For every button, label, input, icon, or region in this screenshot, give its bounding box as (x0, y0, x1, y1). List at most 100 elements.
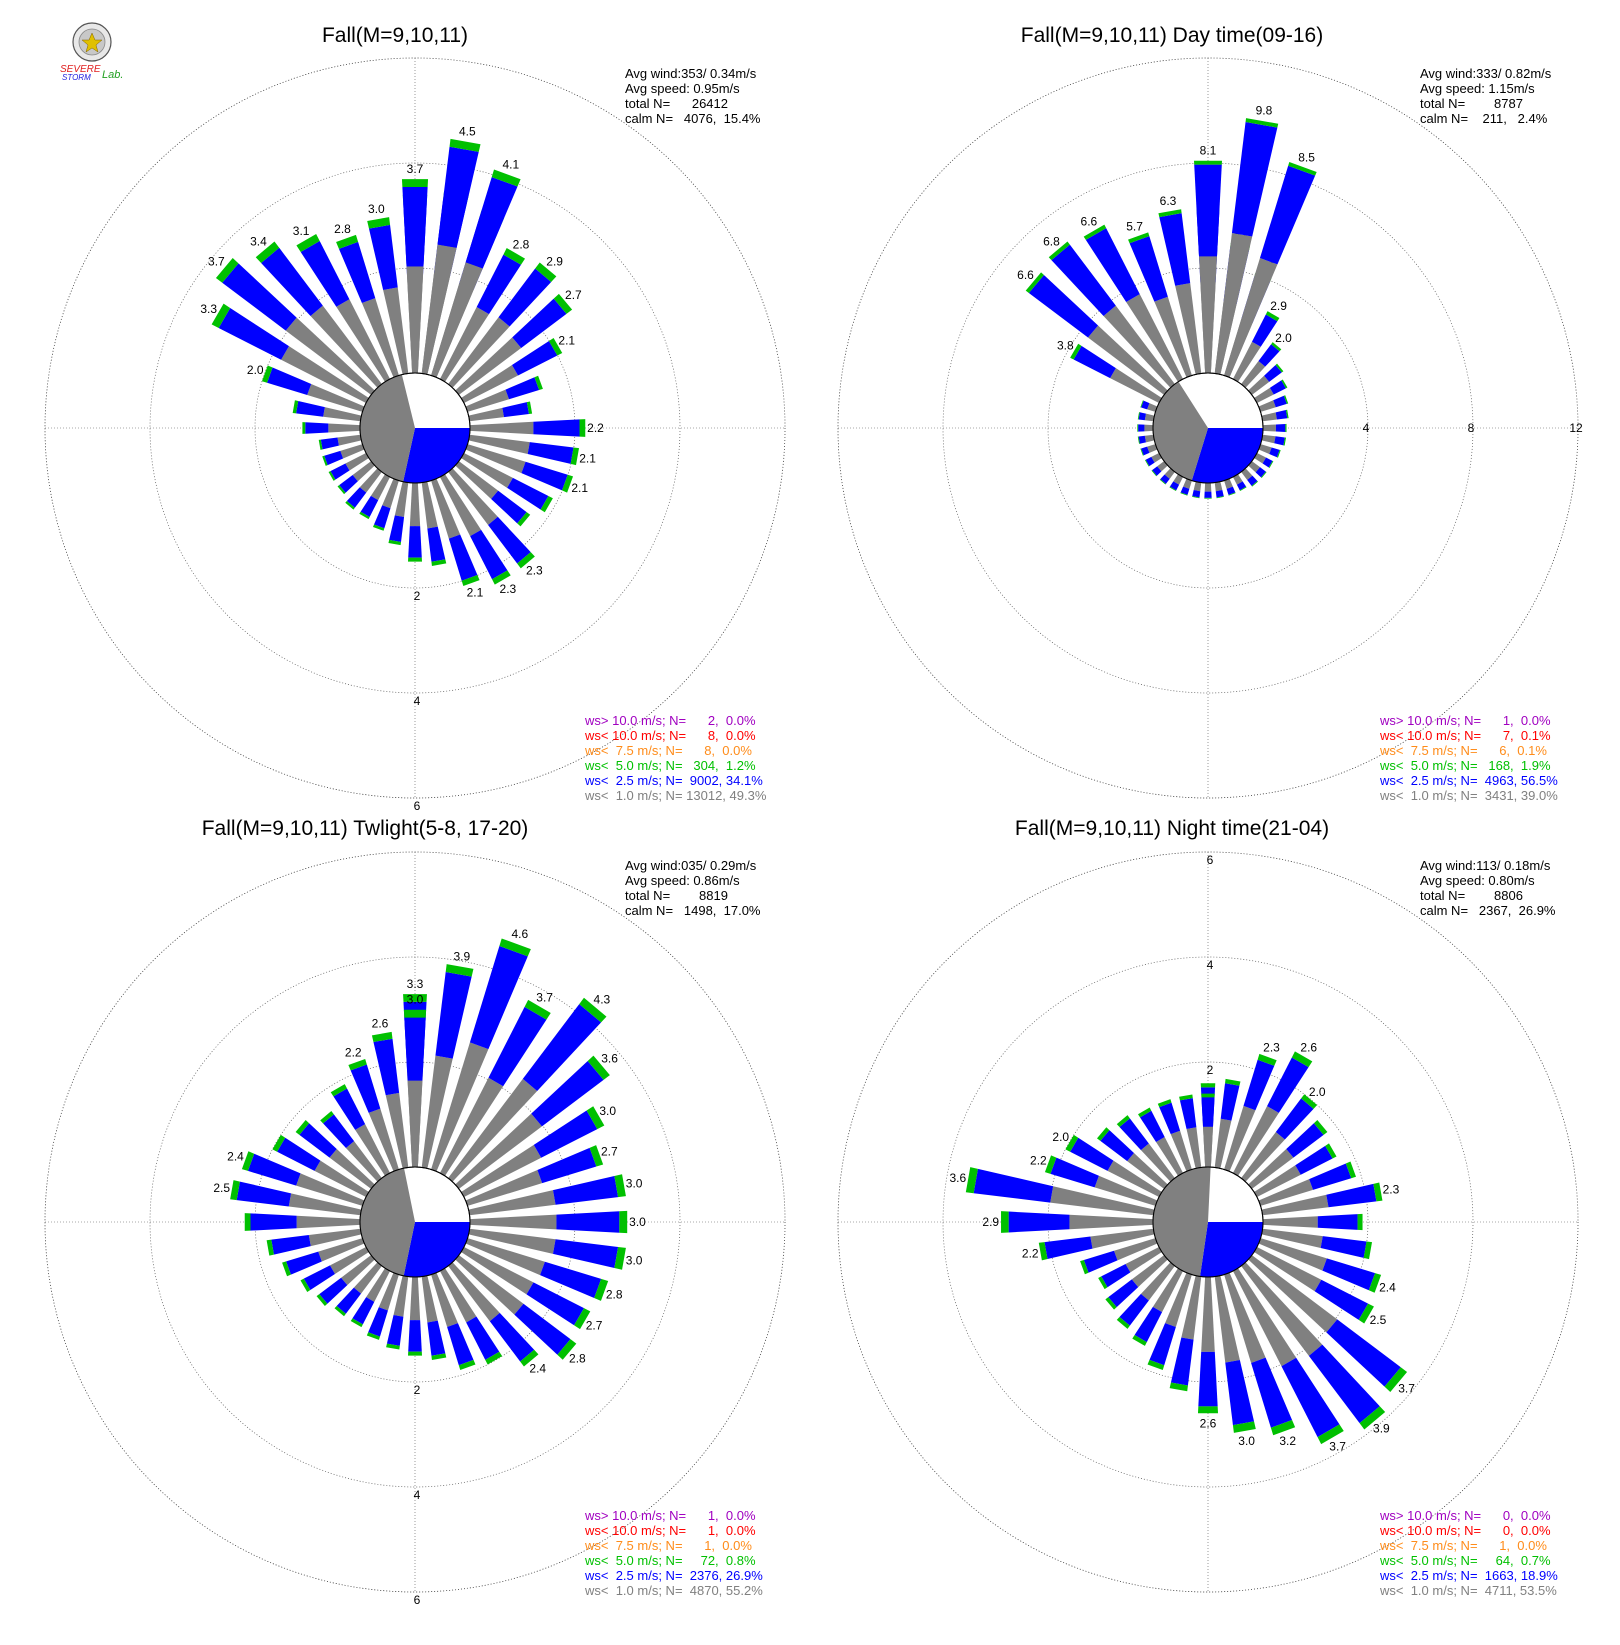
bar-blue-segment (1309, 1163, 1352, 1190)
bar-blue-segment (368, 224, 398, 291)
bar-gray-segment (1203, 1126, 1213, 1168)
ring-label: 4 (414, 694, 421, 708)
bar-green-segment (266, 1239, 274, 1256)
bar-gray-segment (1107, 1160, 1162, 1198)
bar-value-label: 4.3 (594, 992, 611, 1006)
bar-value-label: 3.3 (407, 977, 424, 991)
legend-lt10: ws< 10.0 m/s; N= 7, 0.1% (1379, 728, 1551, 743)
bar-gray-segment (439, 474, 482, 537)
bar-green-segment (1048, 241, 1070, 261)
bar-gray-segment (431, 1042, 489, 1172)
bar-gray-segment (1156, 1136, 1184, 1176)
bar-value-label: 2.5 (1370, 1313, 1387, 1327)
bar-blue-segment (973, 1168, 1054, 1203)
bar-green-segment (403, 1009, 427, 1018)
bar-blue-segment (1159, 213, 1191, 286)
bar-gray-segment (318, 1238, 365, 1262)
bar-gray-segment (1050, 1186, 1155, 1216)
legend-lt1: ws< 1.0 m/s; N= 4870, 55.2% (584, 1583, 763, 1598)
bar-blue-segment (1119, 1118, 1149, 1151)
bar-gray-segment (1248, 1149, 1294, 1189)
bar-blue-segment (526, 1282, 584, 1326)
bar-green-segment (230, 1180, 240, 1201)
bar-green-segment (1257, 1053, 1277, 1066)
bar-gray-segment (448, 1262, 500, 1322)
bar-value-label: 2.8 (569, 1351, 586, 1365)
bar-blue-segment (300, 241, 350, 307)
bar-value-label: 2.9 (1270, 299, 1287, 313)
bar-green-segment (318, 439, 323, 450)
bar-gray-segment (455, 1255, 524, 1315)
bar-blue-segment (1225, 1359, 1255, 1426)
bar-gray-segment (359, 468, 382, 493)
bar-green-segment (367, 217, 391, 229)
bar-gray-segment (431, 478, 461, 539)
bar-green-segment (965, 1167, 978, 1194)
bar-green-segment (1116, 1115, 1130, 1128)
bar-gray-segment (469, 1214, 557, 1230)
bar-green-segment (589, 1145, 604, 1167)
bar-value-label: 2.2 (345, 1045, 362, 1059)
bar-gray-segment (448, 1078, 538, 1182)
bar-blue-segment (552, 1175, 619, 1205)
calm-outline (1152, 372, 1264, 484)
bar-blue-segment (437, 146, 479, 248)
bar-blue-segment (1258, 344, 1280, 367)
bar-blue-segment (1138, 412, 1146, 421)
bar-green-segment (282, 1261, 291, 1277)
bar-green-segment (1025, 272, 1044, 294)
bar-blue-segment (336, 1287, 362, 1314)
bar-gray-segment (461, 1144, 542, 1198)
bar-blue-segment (1101, 1264, 1131, 1288)
bar-value-label: 3.9 (453, 949, 470, 963)
bar-value-label: 3.9 (1373, 1422, 1390, 1436)
bar-gray-segment (406, 266, 424, 374)
bar-value-label: 8.1 (1200, 143, 1217, 157)
bar-blue-segment (1220, 1083, 1240, 1121)
bar-gray-segment (1224, 1272, 1266, 1363)
bar-value-label: 3.7 (1329, 1440, 1346, 1454)
bar-green-segment (1288, 162, 1317, 176)
bar-blue-segment (533, 1110, 598, 1158)
bar-blue-segment (360, 495, 379, 518)
stats-line2: Avg speed: 0.95m/s (625, 81, 740, 96)
stats-line1: Avg wind:035/ 0.29m/s (625, 858, 757, 873)
bar-gray-segment (455, 1113, 542, 1189)
bar-value-label: 3.6 (950, 1171, 967, 1185)
bar-blue-segment (250, 1213, 297, 1231)
bar-green-segment (1232, 1421, 1256, 1433)
bar-gray-segment (352, 461, 375, 482)
ring-label: 6 (414, 1593, 421, 1607)
bar-gray-segment (1103, 305, 1175, 388)
bar-gray-segment (461, 365, 519, 404)
ring-label: 6 (414, 799, 421, 813)
bar-blue-segment (1169, 481, 1180, 491)
bar-value-label: 3.7 (208, 254, 225, 268)
legend-lt7_5: ws< 7.5 m/s; N= 6, 0.1% (1379, 743, 1547, 758)
calm-blue-wedge (403, 1222, 470, 1277)
bar-blue-segment (323, 1114, 355, 1148)
bar-gray-segment (1126, 294, 1184, 382)
bar-blue-segment (511, 341, 558, 376)
bar-value-label: 2.6 (1300, 1040, 1317, 1054)
bar-blue-segment (1295, 1145, 1333, 1175)
calm-gray-wedge (359, 374, 415, 482)
windrose-panel-3: 2 4 6 3.3 3.9 4.6 3.7 4.3 3.6 3.0 2.7 3.0 3.0 3.0 2.8 2… (44, 817, 786, 1607)
bar-green-segment (1169, 1382, 1188, 1392)
bar-blue-segment (470, 529, 508, 580)
bar-blue-segment (1317, 1214, 1358, 1230)
bar-gray-segment (394, 481, 409, 517)
logo-text-severe: SEVERE (60, 64, 101, 75)
bar-gray-segment (345, 1141, 382, 1182)
bar-green-segment (431, 559, 447, 566)
bar-green-segment (1140, 448, 1144, 456)
stats-line3: total N= 26412 (625, 96, 728, 111)
bar-blue-segment (271, 1235, 311, 1255)
bar-blue-segment (402, 186, 428, 267)
stats-line3: total N= 8819 (625, 888, 728, 903)
bar-blue-segment (1262, 457, 1273, 468)
bar-blue-segment (218, 307, 289, 360)
bar-blue-segment (1085, 228, 1140, 302)
bar-blue-segment (339, 475, 358, 493)
bar-blue-segment (498, 268, 552, 327)
